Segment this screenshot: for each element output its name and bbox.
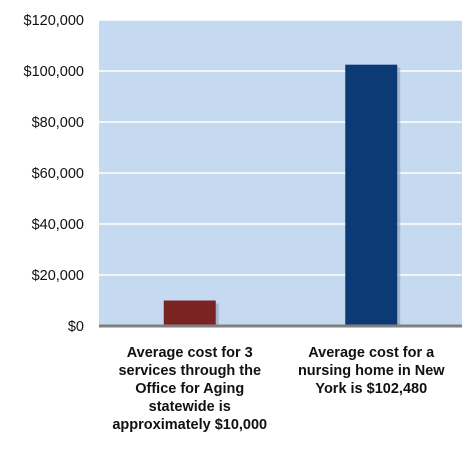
y-tick-label: $100,000 bbox=[24, 64, 84, 80]
y-axis-tick-labels: $0 $20,000 $40,000 $60,000 $80,000 $100,000 $1… bbox=[24, 13, 84, 335]
x-category-label: Average cost for 3 services through the Of… bbox=[112, 345, 267, 433]
y-tick-label: $40,000 bbox=[32, 217, 84, 233]
x-category-label-line: York is $102,480 bbox=[315, 381, 427, 397]
x-axis-category-labels: Average cost for 3 services through the Of… bbox=[112, 345, 445, 433]
x-category-label-line: Average cost for a bbox=[308, 345, 435, 361]
y-tick-label: $60,000 bbox=[32, 166, 84, 182]
bar-2 bbox=[345, 64, 398, 327]
gridlines bbox=[99, 19, 462, 276]
x-category-label-line: approximately $10,000 bbox=[112, 417, 267, 433]
x-category-label-line: services through the bbox=[118, 363, 261, 379]
x-category-label-line: Office for Aging bbox=[135, 381, 244, 397]
x-category-label-line: nursing home in New bbox=[298, 363, 445, 379]
x-category-label-line: Average cost for 3 bbox=[127, 345, 253, 361]
y-tick-label: $120,000 bbox=[24, 13, 84, 29]
x-category-label-line: statewide is bbox=[149, 399, 231, 415]
bar-1 bbox=[163, 300, 216, 326]
y-tick-label: $20,000 bbox=[32, 268, 84, 284]
y-tick-label: $0 bbox=[68, 319, 84, 335]
x-category-label: Average cost for a nursing home in New Yor… bbox=[298, 345, 445, 397]
y-tick-label: $80,000 bbox=[32, 115, 84, 131]
bars bbox=[163, 64, 401, 327]
